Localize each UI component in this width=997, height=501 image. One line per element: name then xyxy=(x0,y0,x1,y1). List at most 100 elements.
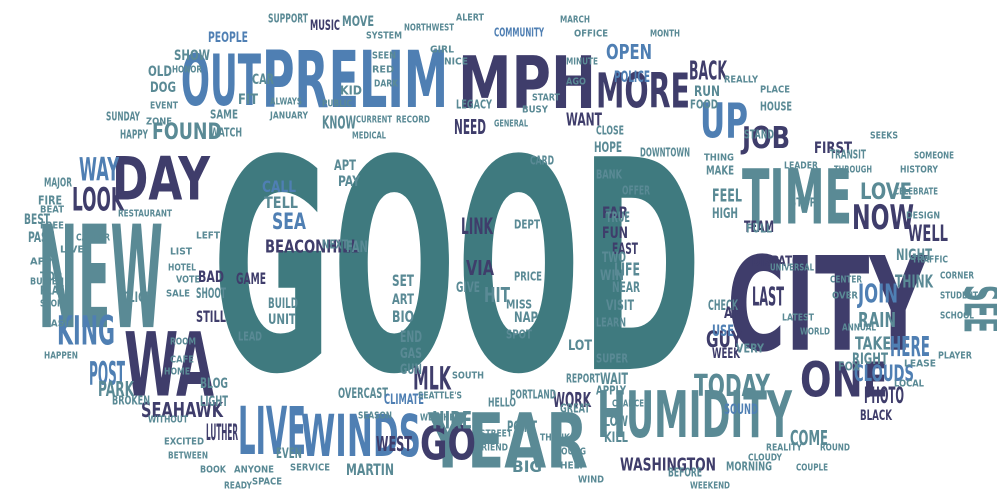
word-time: TIME xyxy=(742,152,852,241)
word-hit: HIT xyxy=(484,283,510,307)
word-learn: LEARN xyxy=(596,315,626,329)
word-before: BEFORE xyxy=(668,465,702,479)
word-wind: WIND xyxy=(578,475,604,486)
word-click: CLICK xyxy=(122,290,153,306)
word-great: GREAT xyxy=(560,401,591,415)
word-best: BEST xyxy=(24,212,50,228)
word-girl: GIRL xyxy=(430,45,455,56)
word-set: SET xyxy=(392,271,414,290)
word-apt: APT xyxy=(334,158,356,174)
word-minute: MINUTE xyxy=(566,57,598,68)
word-really: REALLY xyxy=(724,75,759,86)
word-hotel: HOTEL xyxy=(168,263,196,274)
word-south: SOUTH xyxy=(452,371,484,382)
word-excited: EXCITED xyxy=(164,437,204,448)
word-city: CITY xyxy=(727,229,928,381)
word-bad: BAD xyxy=(198,267,224,286)
word-happen: HAPPEN xyxy=(44,351,78,362)
word-downtown: DOWNTOWN xyxy=(640,145,690,159)
word-design: DESIGN xyxy=(906,211,940,222)
word-know: KNOW xyxy=(322,112,356,133)
word-legacy: LEGACY xyxy=(456,97,492,111)
word-book: BOOK xyxy=(200,465,227,476)
word-miss: MISS xyxy=(506,297,532,311)
word-even: EVEN xyxy=(276,446,302,462)
word-stand: STAND xyxy=(744,127,774,141)
word-gun: GUN xyxy=(400,362,422,378)
word-without: WITHOUT xyxy=(148,415,188,426)
word-dispatch: DISPATCH xyxy=(752,254,808,270)
word-new: NEW xyxy=(38,196,163,361)
word-seahawk: SEAHAWK xyxy=(141,398,224,422)
word-kill: KILL xyxy=(604,430,628,446)
word-far: FAR xyxy=(602,203,628,222)
word-martin: MARTIN xyxy=(346,460,394,479)
word-think: THINK xyxy=(895,271,934,292)
word-use: USE xyxy=(712,321,734,340)
word-point: POINT xyxy=(507,417,537,436)
word-back: BACK xyxy=(689,56,727,86)
word-need: NEED xyxy=(454,115,486,139)
word-center: CENTER xyxy=(830,275,862,286)
word-world: WORLD xyxy=(800,327,830,338)
word-bio: BIO xyxy=(392,307,414,326)
word-annual: ANNUAL xyxy=(842,323,876,334)
word-visit: VISIT xyxy=(606,298,634,314)
word-vote: VOTE xyxy=(176,275,200,286)
word-winds: WINDS xyxy=(301,402,421,470)
word-weather: WEATHER xyxy=(420,413,460,424)
word-near: NEAR xyxy=(612,280,640,296)
word-blog: BLOG xyxy=(200,376,228,392)
word-house: HOUSE xyxy=(760,99,792,113)
word-high: HIGH xyxy=(712,206,738,222)
word-service: SERVICE xyxy=(290,463,330,474)
word-current: CURRENT xyxy=(356,115,392,126)
word-feel: FEEL xyxy=(712,185,742,206)
word-between: BETWEEN xyxy=(168,451,208,462)
word-always: ALWAYS xyxy=(270,97,302,108)
word-more: MORE xyxy=(596,63,690,119)
cloud-ellipse xyxy=(18,10,978,490)
word-leader: LEADER xyxy=(784,161,818,172)
word-come: COME xyxy=(790,426,828,450)
word-join: JOIN xyxy=(857,279,898,309)
word-true: TRUE xyxy=(606,210,630,226)
word-first: FIRST xyxy=(814,138,852,157)
word-event: EVENT xyxy=(150,101,178,112)
word-seeks: SEEKS xyxy=(870,131,898,142)
word-honor: HONOR xyxy=(172,65,202,76)
word-well: WELL xyxy=(908,222,948,247)
word-app: APP xyxy=(30,257,52,268)
word-check: CHECK xyxy=(708,298,739,314)
word-team: TEAM xyxy=(744,217,774,236)
word-fire: FIRE xyxy=(38,193,62,207)
word-cloudy: CLOUDY xyxy=(748,453,783,464)
word-clouds: CLOUDS xyxy=(854,362,914,387)
word-career: CAREER xyxy=(76,233,110,244)
word-today: TODAY xyxy=(694,369,771,404)
word-aid: AID xyxy=(724,303,746,322)
word-sunday: SUNDAY xyxy=(106,109,140,123)
word-beaconhill: BEACONHILL xyxy=(265,236,359,257)
word-food: FOOD xyxy=(690,97,718,111)
word-old: OLD xyxy=(148,64,172,80)
word-ago: AGO xyxy=(566,77,586,88)
word-fit: FIT xyxy=(238,92,258,108)
word-look: LOOK xyxy=(72,181,125,219)
word-record: RECORD xyxy=(396,115,430,126)
word-office: OFFICE xyxy=(574,29,608,40)
word-live: LIVE xyxy=(238,393,306,470)
word-store: STORE xyxy=(40,299,68,310)
word-player: PLAYER xyxy=(938,351,972,362)
word-transit: TRANSIT xyxy=(830,147,866,161)
word-space: SPACE xyxy=(252,477,282,488)
word-nap: NAP xyxy=(514,310,538,326)
word-kid: KID xyxy=(340,83,362,97)
word-good: GOOD xyxy=(212,98,702,438)
word-school: SCHOOL xyxy=(940,311,974,322)
word-night: NIGHT xyxy=(896,245,932,264)
word-big: BIG xyxy=(512,457,542,476)
word-friend: FRIEND xyxy=(476,443,508,454)
word-west: WEST xyxy=(376,432,412,456)
